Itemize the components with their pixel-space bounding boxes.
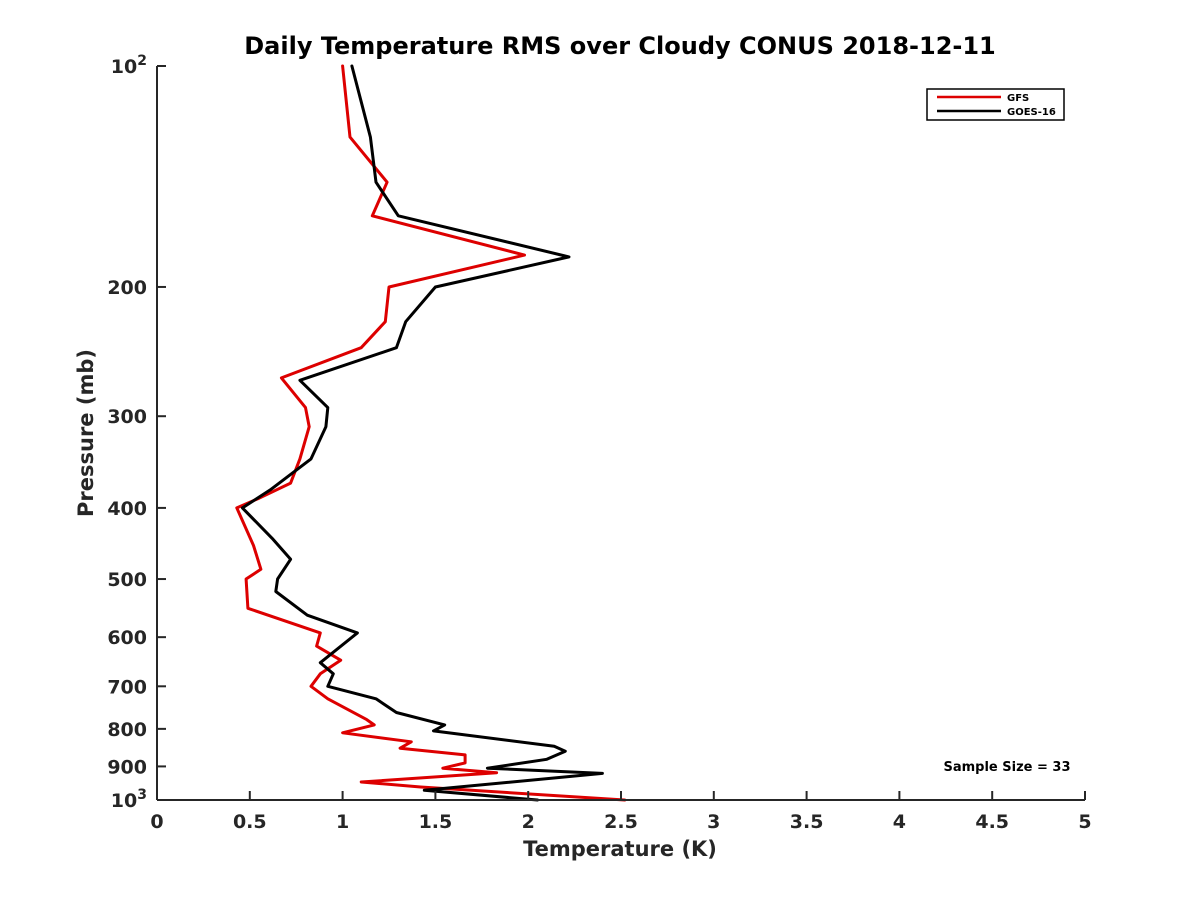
y-tick-label: 700 [107,676,147,698]
legend-box [926,88,1065,121]
y-tick-label: 103 [111,787,147,812]
x-tick-label: 5 [1078,811,1091,833]
x-tick-label: 0 [150,811,163,833]
legend: GFS GOES-16 [926,88,1065,121]
x-tick-label: 1.5 [419,811,453,833]
y-tick-label: 200 [107,277,147,299]
y-axis-label: Pressure (mb) [74,349,98,517]
x-tick-label: 4 [893,811,906,833]
x-tick-label: 3 [707,811,720,833]
y-tick-label: 300 [107,406,147,428]
x-tick-label: 0.5 [233,811,267,833]
x-tick-label: 1 [336,811,349,833]
legend-label-gfs: GFS [1007,93,1029,104]
y-tick-label: 600 [107,627,147,649]
series-line-gfs [235,64,627,802]
sample-size-annotation: Sample Size = 33 [943,760,1070,775]
y-tick-label: 900 [107,756,147,778]
x-axis-label: Temperature (K) [523,837,717,861]
y-tick-label: 102 [111,53,147,78]
y-tick-label: 800 [107,719,147,741]
x-tick-label: 2 [522,811,535,833]
chart-title: Daily Temperature RMS over Cloudy CONUS … [244,32,996,60]
series-line-goes-16 [240,64,604,802]
x-tick-label: 2.5 [604,811,638,833]
x-tick-label: 4.5 [975,811,1009,833]
x-tick-label: 3.5 [790,811,824,833]
y-tick-label: 500 [107,569,147,591]
plot-area: 0 0.5 1 1.5 2 2.5 3 3.5 4 4.5 5 102 200 300 400 500 600 7… [107,53,1091,833]
legend-label-goes-16: GOES-16 [1007,107,1056,118]
y-tick-label: 400 [107,498,147,520]
